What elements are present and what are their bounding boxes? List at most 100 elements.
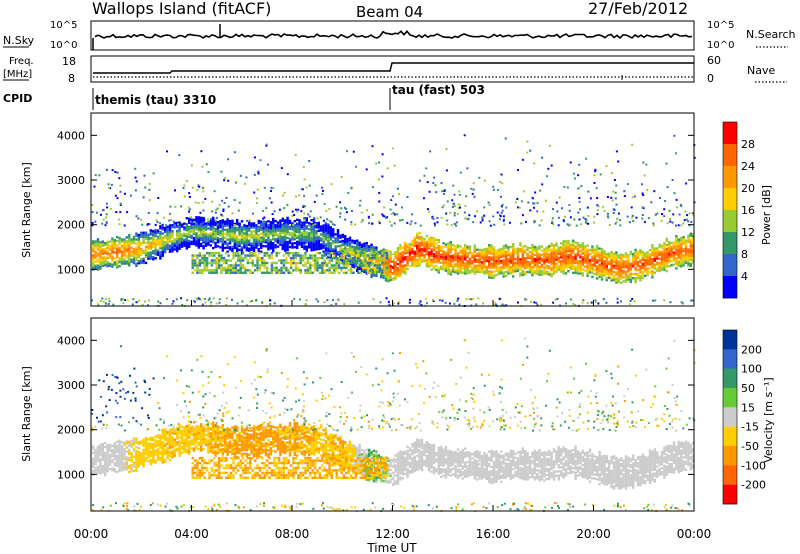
power-cell xyxy=(501,303,504,306)
power-cell xyxy=(113,251,116,254)
power-cell xyxy=(297,261,300,265)
power-cell xyxy=(233,236,236,240)
power-cell xyxy=(176,239,179,243)
power-cell xyxy=(670,264,673,267)
power-cell xyxy=(446,200,449,203)
power-cell xyxy=(406,261,409,265)
power-cell xyxy=(545,246,548,249)
power-cell xyxy=(646,255,649,258)
power-cell xyxy=(620,265,623,268)
power-cell xyxy=(572,259,575,263)
power-cell xyxy=(221,235,224,238)
power-cell xyxy=(521,257,524,260)
power-cell xyxy=(333,256,336,260)
power-cell xyxy=(260,224,263,227)
power-cell xyxy=(653,249,656,252)
power-cell xyxy=(488,250,491,253)
power-cell xyxy=(648,263,652,266)
power-cell xyxy=(215,208,218,211)
power-cell xyxy=(389,254,392,258)
power-cell xyxy=(204,234,208,237)
power-cell xyxy=(188,229,191,232)
velocity-cell xyxy=(130,457,133,461)
power-cell xyxy=(227,264,230,267)
power-cell xyxy=(154,251,157,254)
power-cell xyxy=(200,234,203,238)
power-cell xyxy=(442,242,445,245)
velocity-cell xyxy=(147,438,150,441)
power-cell xyxy=(132,261,136,265)
power-cell xyxy=(603,256,606,259)
power-cell xyxy=(397,300,400,303)
power-cell xyxy=(665,249,668,253)
power-cell xyxy=(144,247,148,250)
velocity-cell xyxy=(144,438,148,442)
power-cell xyxy=(217,266,221,270)
power-cell xyxy=(309,254,312,257)
power-cell xyxy=(168,226,172,229)
power-cell xyxy=(305,249,308,252)
power-cell xyxy=(269,233,272,236)
power-cell xyxy=(236,302,239,305)
power-cell xyxy=(232,271,235,274)
power-cell xyxy=(531,245,534,249)
power-cell xyxy=(651,252,654,255)
power-cell xyxy=(416,240,419,243)
power-cell xyxy=(603,270,606,273)
power-cell xyxy=(221,225,224,228)
power-cell xyxy=(144,255,148,258)
power-cell xyxy=(404,256,407,259)
power-cell xyxy=(287,254,290,257)
velocity-cell xyxy=(96,447,100,450)
power-cell xyxy=(202,235,205,238)
power-cell xyxy=(663,246,666,249)
power-cell xyxy=(685,218,688,221)
velocity-cell xyxy=(140,454,143,457)
velocity-cell xyxy=(149,450,152,454)
power-cell xyxy=(111,259,114,262)
power-cell xyxy=(490,266,493,269)
power-cell xyxy=(361,266,365,270)
power-cell xyxy=(174,189,176,192)
power-cell xyxy=(677,254,680,257)
power-cell xyxy=(107,297,110,300)
power-cell xyxy=(426,208,429,211)
power-cell xyxy=(680,254,683,258)
power-cell xyxy=(641,192,644,195)
power-cell xyxy=(279,243,282,246)
power-cell xyxy=(684,247,688,250)
power-cell xyxy=(569,261,572,265)
power-cell xyxy=(317,221,320,225)
power-cell xyxy=(294,261,298,265)
power-cell xyxy=(94,246,97,249)
sky-noise-trace xyxy=(94,30,693,39)
power-cell xyxy=(239,266,242,270)
power-cell xyxy=(152,250,155,253)
power-cell xyxy=(629,272,632,276)
power-cell xyxy=(147,223,150,225)
power-cell xyxy=(313,269,317,272)
power-cell xyxy=(378,256,382,260)
power-cell xyxy=(329,230,332,233)
power-cell xyxy=(651,246,654,249)
power-cell xyxy=(492,260,496,263)
velocity-cell xyxy=(125,460,128,463)
power-cell xyxy=(368,263,371,266)
power-cell xyxy=(101,248,104,251)
power-cell xyxy=(692,233,695,236)
power-cell xyxy=(656,251,659,254)
power-cell xyxy=(204,228,208,231)
power-cell xyxy=(414,222,417,225)
velocity-cell xyxy=(118,443,121,446)
velocity-cell xyxy=(120,451,124,454)
power-cell xyxy=(394,277,397,280)
power-cell xyxy=(111,257,114,260)
power-cell xyxy=(636,272,640,276)
power-cell xyxy=(608,276,611,279)
power-cell xyxy=(660,246,664,249)
power-cell xyxy=(257,221,260,225)
power-cell xyxy=(173,240,176,243)
power-cell xyxy=(232,254,235,257)
power-cell xyxy=(488,264,491,267)
power-cell xyxy=(96,302,99,305)
